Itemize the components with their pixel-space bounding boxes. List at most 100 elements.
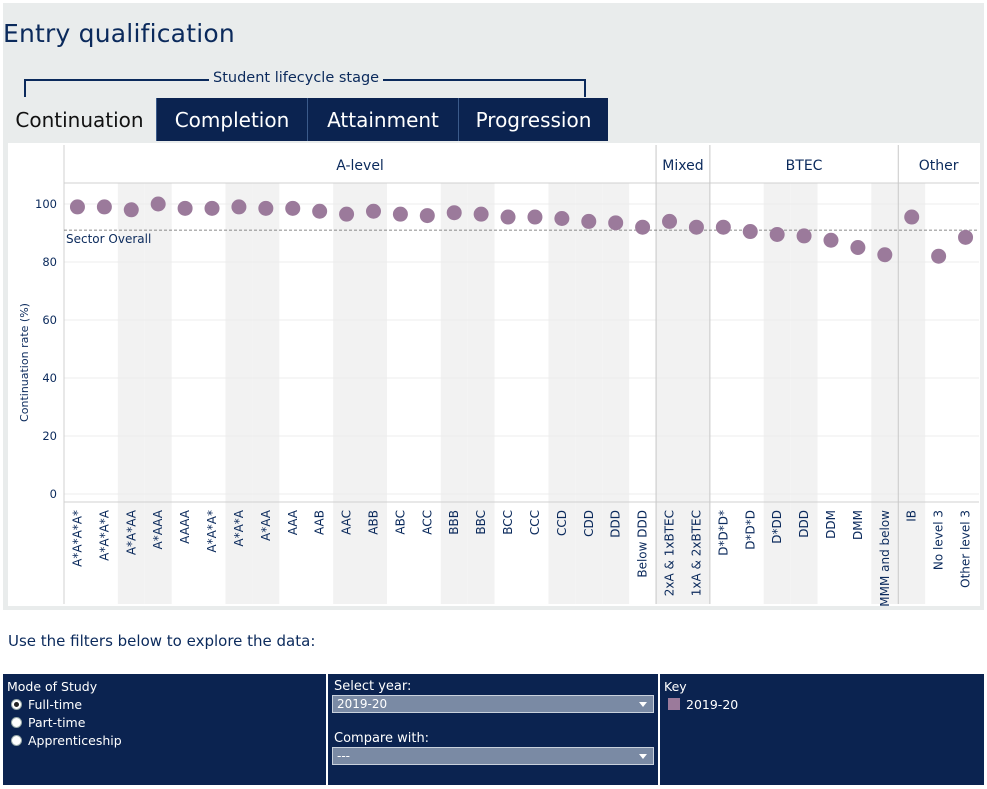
tab-completion[interactable]: Completion xyxy=(156,98,307,141)
data-point xyxy=(796,228,812,244)
continuation-chart: A-level Mixed BTEC Other Sector Overall 0 20 40… xyxy=(18,145,979,607)
radio-part-time[interactable]: Part-time xyxy=(11,715,85,730)
x-tick-label: D*D*D xyxy=(743,510,757,550)
x-tick-label: ABB xyxy=(366,510,380,535)
data-point xyxy=(554,211,570,226)
radio-label-part-time: Part-time xyxy=(28,715,86,730)
x-tick-label: BBB xyxy=(447,510,461,535)
x-tick-label: D*DD xyxy=(770,510,784,544)
data-point xyxy=(742,224,758,240)
key-title: Key xyxy=(664,679,687,694)
x-tick-label: 2xA & 1xBTEC xyxy=(663,510,677,596)
data-point xyxy=(608,215,624,231)
mode-of-study-title: Mode of Study xyxy=(7,679,98,694)
tab-progression[interactable]: Progression xyxy=(458,98,608,141)
key-swatch-icon xyxy=(668,698,680,710)
page-title: Entry qualification xyxy=(3,19,235,48)
x-tick-label: ACC xyxy=(420,510,434,535)
radio-apprenticeship[interactable]: Apprenticeship xyxy=(11,733,122,748)
category-band xyxy=(575,183,603,604)
group-header: Mixed xyxy=(662,158,703,174)
x-tick-label: IB xyxy=(905,510,919,522)
x-tick-label: A*A*A*A xyxy=(97,509,111,561)
y-tick-label: 80 xyxy=(42,255,57,269)
sector-overall-label: Sector Overall xyxy=(66,232,151,246)
x-tick-label: BCC xyxy=(501,510,515,535)
x-tick-label: A*AAA xyxy=(151,509,165,549)
data-point xyxy=(473,206,489,222)
category-band xyxy=(467,183,495,604)
category-band xyxy=(763,183,791,604)
data-point xyxy=(123,202,139,218)
data-point xyxy=(635,219,651,235)
y-tick-label: 60 xyxy=(42,313,57,327)
mode-of-study-panel: Mode of Study Full-time Part-time Appren… xyxy=(3,674,326,785)
category-band xyxy=(144,183,172,604)
data-point xyxy=(69,199,85,215)
data-point xyxy=(285,200,301,216)
data-point xyxy=(419,208,435,224)
y-tick-label: 40 xyxy=(42,371,57,385)
key-panel: Key 2019-20 xyxy=(660,674,984,785)
data-point xyxy=(231,199,247,215)
x-tick-label: AAC xyxy=(340,510,354,535)
data-point xyxy=(392,206,408,222)
select-year-label: Select year: xyxy=(334,679,412,694)
lifecycle-label: Student lifecycle stage xyxy=(209,70,384,86)
y-axis-label: Continuation rate (%) xyxy=(18,303,31,422)
x-tick-label: AAB xyxy=(313,510,327,535)
category-band xyxy=(252,183,280,604)
category-band xyxy=(790,183,818,604)
radio-label-apprenticeship: Apprenticeship xyxy=(28,733,122,748)
data-point xyxy=(823,232,839,248)
y-tick-label: 0 xyxy=(50,487,57,501)
data-point xyxy=(850,240,866,255)
x-tick-label: A*A*A*A* xyxy=(70,510,84,567)
x-tick-label: A*AA xyxy=(259,509,273,541)
data-point xyxy=(365,203,381,219)
y-tick-label: 20 xyxy=(42,429,57,443)
chart-container: A-level Mixed BTEC Other Sector Overall 0 20 40… xyxy=(8,143,980,607)
data-point xyxy=(177,200,193,216)
x-tick-label: MMM and below xyxy=(878,510,892,606)
data-point xyxy=(715,219,731,235)
x-tick-label: AAA xyxy=(286,509,300,535)
x-tick-label: CCD xyxy=(555,510,569,536)
data-point xyxy=(769,226,785,242)
data-point xyxy=(581,213,597,229)
data-point xyxy=(312,203,328,219)
data-point xyxy=(258,200,274,216)
x-tick-label: BBC xyxy=(474,510,488,535)
compare-with-dropdown[interactable]: --- xyxy=(332,747,654,765)
category-band xyxy=(225,183,253,604)
category-band xyxy=(117,183,145,604)
header-bar: Entry qualification xyxy=(3,3,984,57)
group-header: BTEC xyxy=(786,158,823,174)
select-year-dropdown[interactable]: 2019-20 xyxy=(332,695,654,713)
x-tick-label: A*A*A* xyxy=(205,510,219,553)
compare-with-label: Compare with: xyxy=(334,731,430,746)
category-band xyxy=(440,183,468,604)
x-tick-label: No level 3 xyxy=(932,510,946,570)
radio-icon xyxy=(11,699,22,710)
group-header: A-level xyxy=(336,158,384,174)
tab-continuation[interactable]: Continuation xyxy=(3,98,156,141)
category-band xyxy=(656,183,683,604)
chevron-down-icon xyxy=(639,754,647,759)
tab-attainment[interactable]: Attainment xyxy=(307,98,458,141)
filters-intro: Use the filters below to explore the dat… xyxy=(8,632,316,650)
x-tick-label: DMM xyxy=(851,510,865,540)
radio-icon xyxy=(11,735,22,746)
data-point xyxy=(339,206,355,222)
data-point xyxy=(500,209,516,225)
category-band xyxy=(333,183,361,604)
select-year-value: 2019-20 xyxy=(337,697,388,711)
data-point xyxy=(688,219,704,235)
data-point xyxy=(662,213,678,229)
x-tick-label: ABC xyxy=(393,510,407,535)
radio-full-time[interactable]: Full-time xyxy=(11,697,82,712)
y-tick-label: 100 xyxy=(35,197,57,211)
x-tick-label: 1xA & 2xBTEC xyxy=(689,510,703,596)
category-band xyxy=(898,183,926,604)
x-tick-label: Below DDD xyxy=(636,510,650,578)
